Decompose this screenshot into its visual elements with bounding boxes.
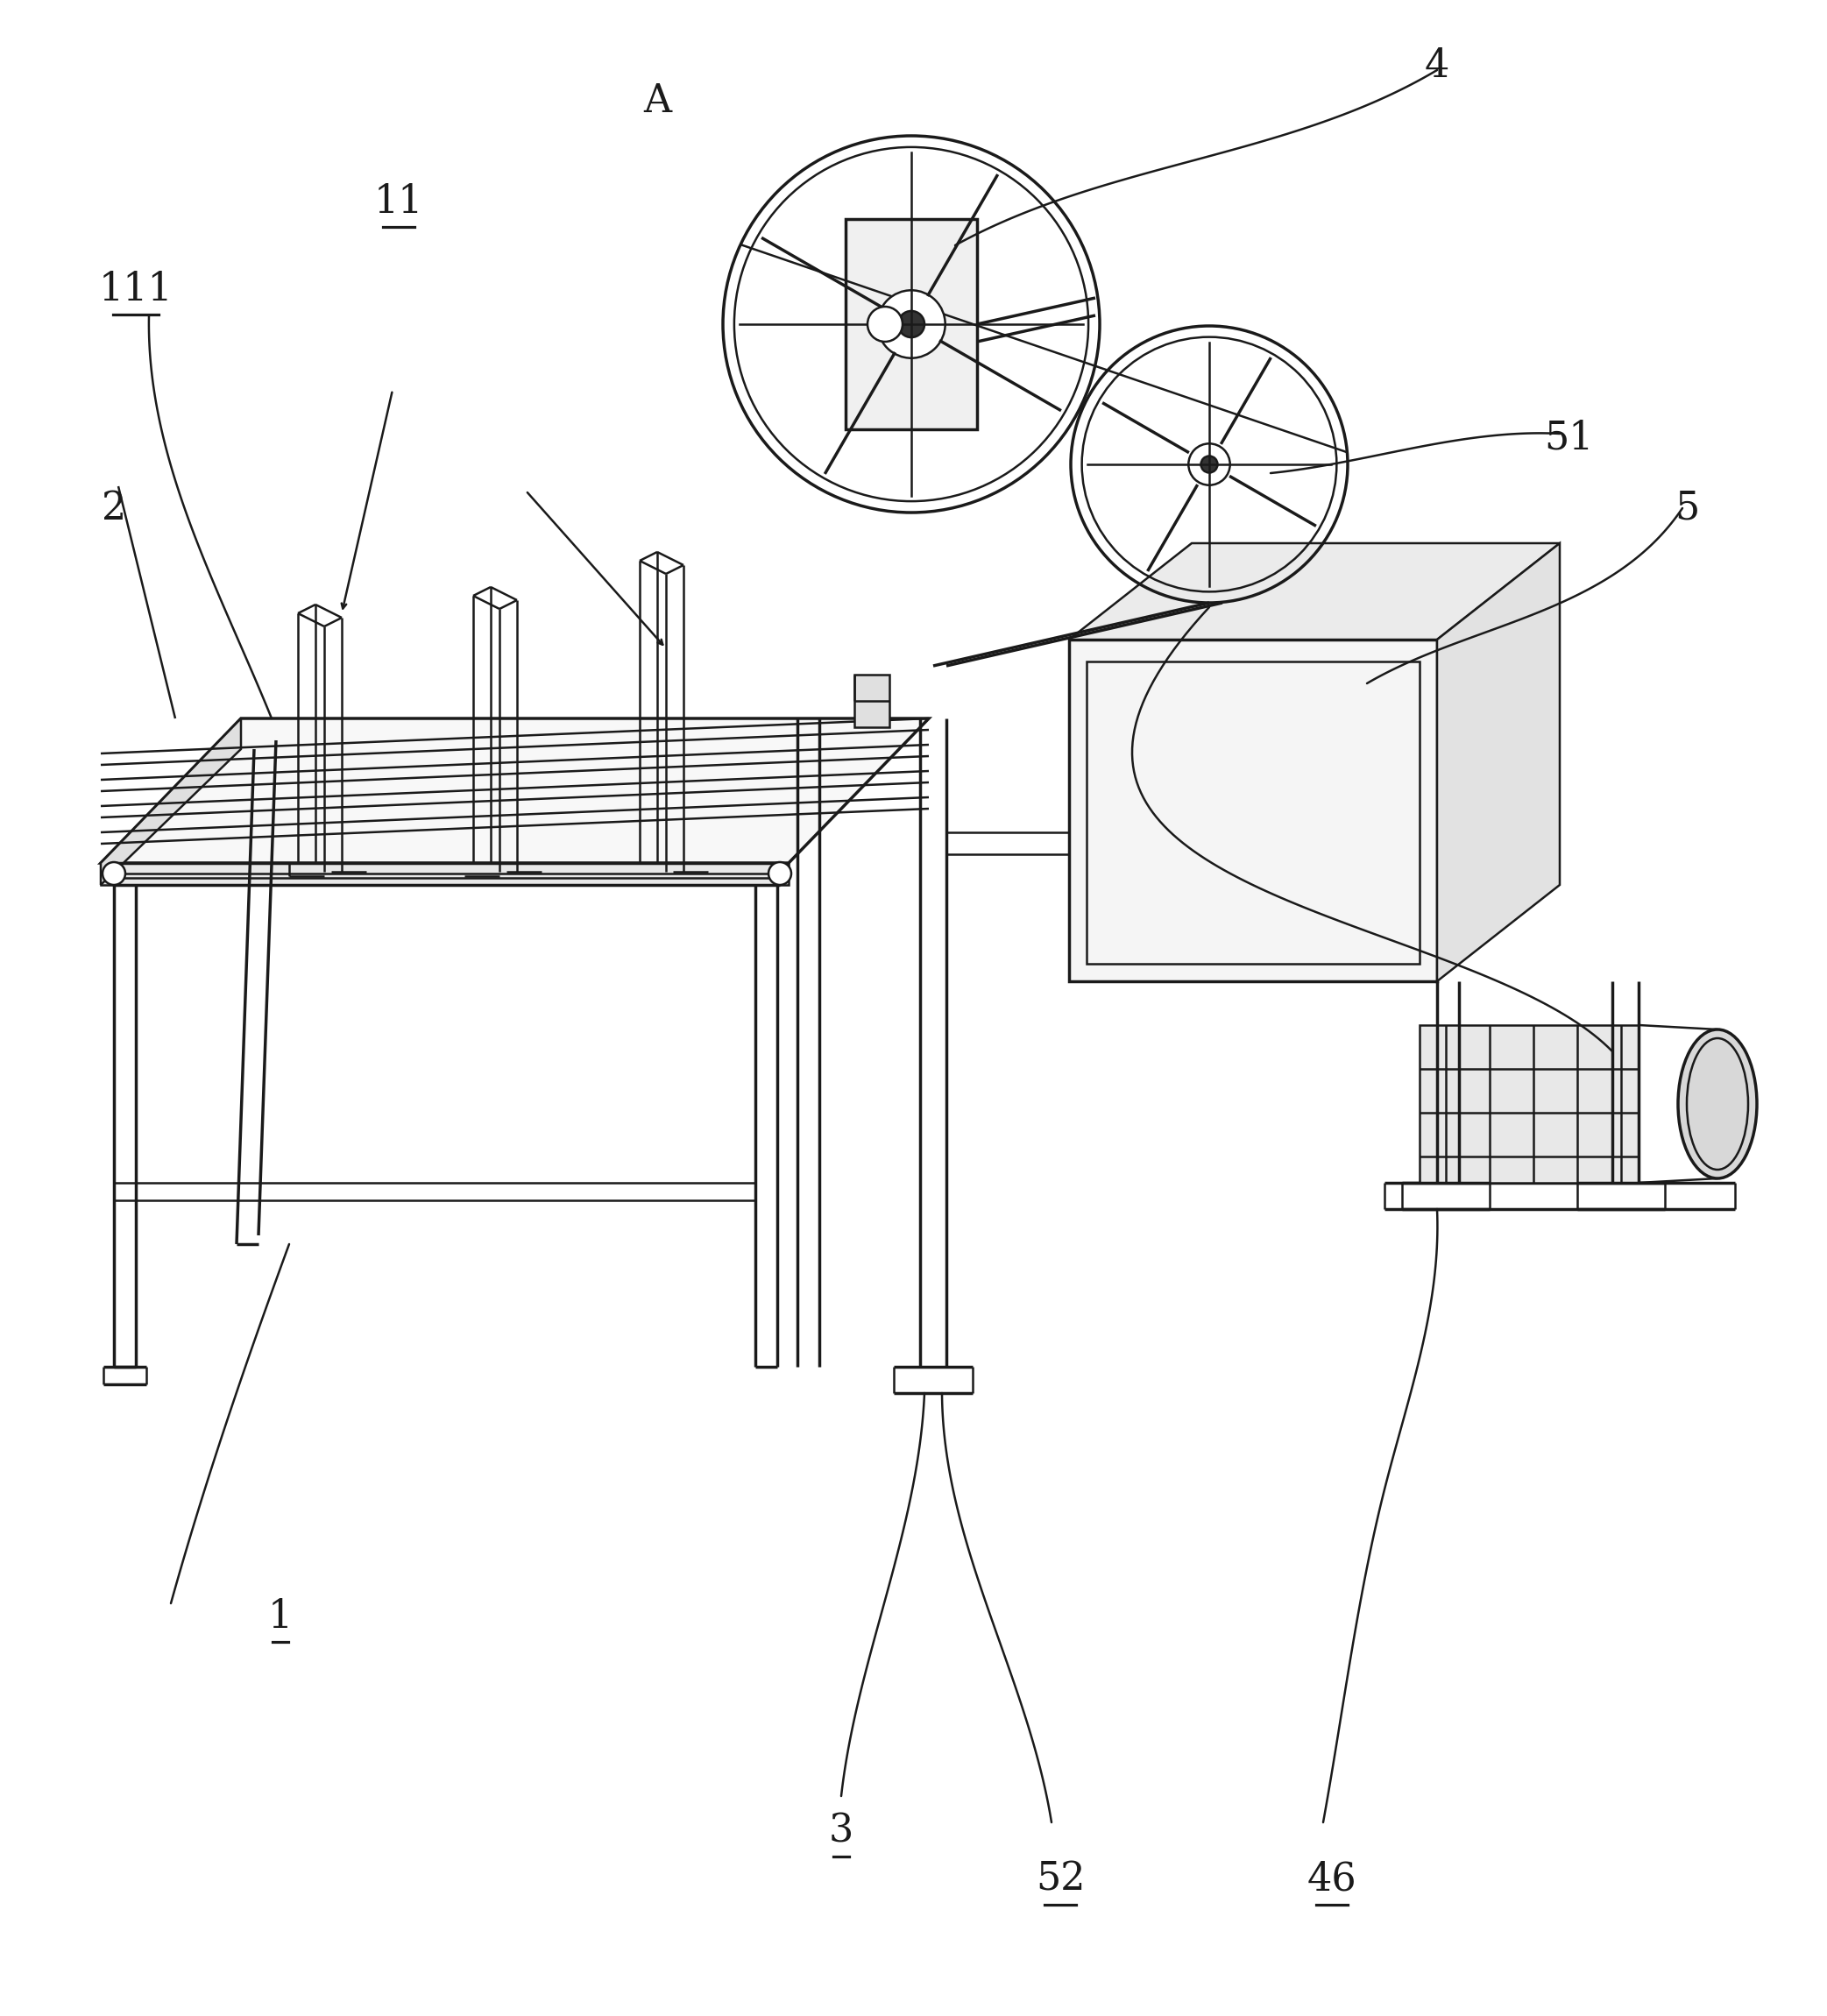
Text: 1: 1 [269,1597,292,1635]
Text: 111: 111 [99,270,174,308]
Ellipse shape [1677,1030,1758,1179]
Circle shape [877,290,945,359]
Circle shape [1200,456,1217,472]
Text: 52: 52 [1036,1861,1085,1899]
Text: 3: 3 [829,1812,853,1851]
Polygon shape [100,718,241,885]
Polygon shape [855,675,890,728]
Text: 5: 5 [1674,490,1699,526]
Text: 46: 46 [1306,1861,1357,1899]
Text: 11: 11 [375,183,424,220]
Polygon shape [1438,542,1560,982]
Circle shape [769,863,791,885]
Text: 2: 2 [102,490,126,526]
Text: 4: 4 [1425,46,1449,85]
Circle shape [1189,444,1230,486]
Polygon shape [846,220,977,429]
Polygon shape [1069,542,1560,639]
Polygon shape [100,863,789,885]
Text: 51: 51 [1544,419,1593,458]
Circle shape [899,310,924,337]
Polygon shape [1069,639,1438,982]
Polygon shape [100,718,928,863]
Circle shape [868,306,903,341]
Polygon shape [1420,1024,1639,1183]
Circle shape [102,863,126,885]
Text: A: A [643,83,671,119]
